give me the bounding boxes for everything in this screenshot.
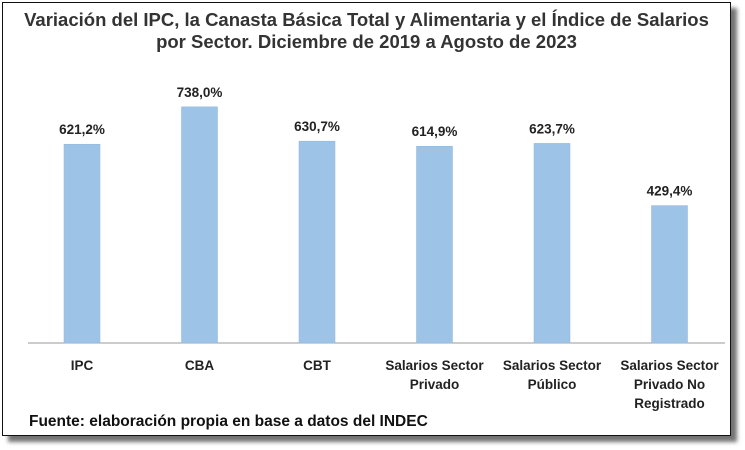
tick-label-2: CBT [303,358,331,373]
tick-label-0: IPC [71,358,94,373]
bar-4 [533,143,571,344]
bar-1 [181,106,218,344]
bar-0 [63,143,101,344]
tick-label-3: Salarios Sector Privado [385,358,484,392]
data-label-4: 623,7% [529,121,575,136]
data-label-5: 429,4% [647,184,693,199]
tick-label-1: CBA [185,358,214,373]
tick-label-4: Salarios Sector Público [503,358,602,392]
bar-2 [298,140,336,344]
chart-source: Fuente: elaboración propia en base a dat… [29,413,428,430]
chart-title: Variación del IPC, la Canasta Básica Tot… [24,9,709,52]
bar-5 [651,205,688,344]
tick-label-5: Salarios Sector Privado No Registrado [620,358,719,411]
data-label-0: 621,2% [59,122,105,137]
data-label-2: 630,7% [294,119,340,134]
data-label-1: 738,0% [177,85,223,100]
chart-plot: 621,2% 738,0% 630,7% 614,9% 623,7% 429,4% IPC… [28,85,725,411]
bar-3 [416,145,453,344]
chart-frame: Variación del IPC, la Canasta Básica Tot… [2,2,731,436]
data-label-3: 614,9% [412,124,458,139]
